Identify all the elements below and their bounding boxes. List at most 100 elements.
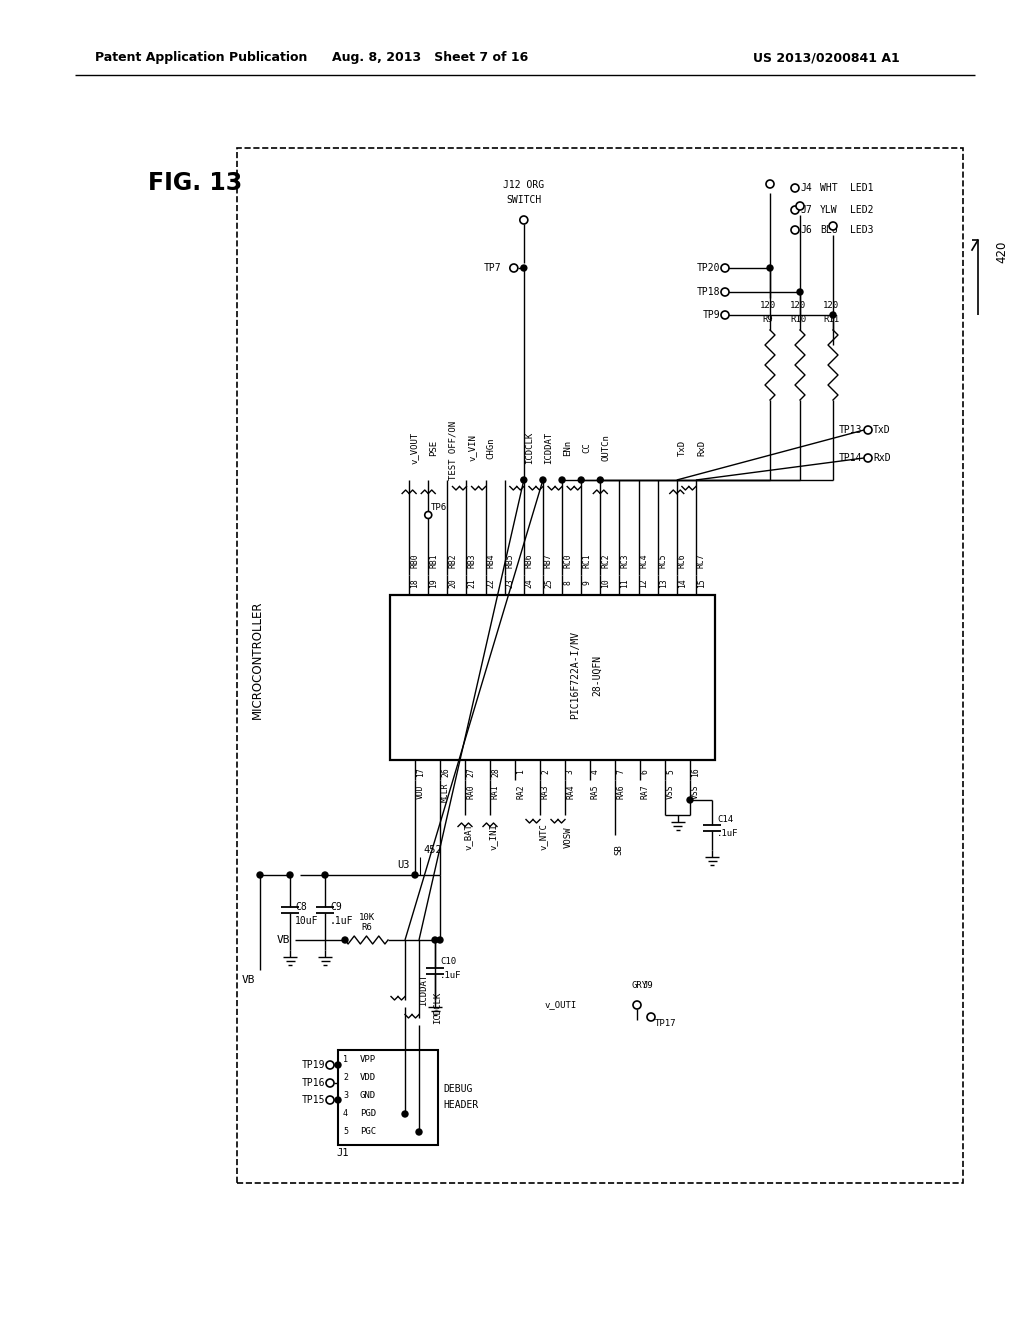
Text: CHGn: CHGn <box>486 437 496 459</box>
Text: 19: 19 <box>429 578 438 587</box>
Circle shape <box>412 873 418 878</box>
Circle shape <box>287 873 293 878</box>
Text: RB1: RB1 <box>429 553 438 569</box>
Text: R6: R6 <box>361 924 372 932</box>
Text: R10: R10 <box>790 315 806 325</box>
Text: ICDDAT: ICDDAT <box>544 432 553 465</box>
Text: 28-UQFN: 28-UQFN <box>592 655 602 696</box>
Text: RC1: RC1 <box>583 553 591 569</box>
Text: .1uF: .1uF <box>440 970 462 979</box>
Text: TP6: TP6 <box>431 503 447 512</box>
Text: 25: 25 <box>544 578 553 587</box>
Text: PSE: PSE <box>429 440 438 457</box>
Text: VSS: VSS <box>666 784 675 800</box>
Text: Patent Application Publication: Patent Application Publication <box>95 51 307 65</box>
Text: RA2: RA2 <box>516 784 525 800</box>
Text: YLW: YLW <box>820 205 838 215</box>
Text: 420: 420 <box>995 240 1008 263</box>
Circle shape <box>540 477 546 483</box>
Circle shape <box>335 1063 341 1068</box>
Circle shape <box>342 937 348 942</box>
Circle shape <box>432 937 438 942</box>
Text: RC0: RC0 <box>563 553 572 569</box>
Circle shape <box>402 1111 408 1117</box>
Circle shape <box>521 265 526 271</box>
Circle shape <box>425 511 432 519</box>
Text: ICDDAT: ICDDAT <box>419 974 428 1006</box>
Text: 120: 120 <box>823 301 839 310</box>
Circle shape <box>437 937 443 942</box>
Text: 26: 26 <box>441 767 450 777</box>
Text: 5: 5 <box>666 770 675 775</box>
Circle shape <box>864 426 872 434</box>
Circle shape <box>633 1001 641 1008</box>
Text: VDD: VDD <box>360 1073 376 1082</box>
Text: ENn: ENn <box>563 440 572 457</box>
Text: PGD: PGD <box>360 1110 376 1118</box>
Text: VDD: VDD <box>416 784 425 800</box>
Text: TP18: TP18 <box>696 286 720 297</box>
Text: DEBUG: DEBUG <box>443 1085 472 1094</box>
Circle shape <box>791 226 799 234</box>
Text: J4: J4 <box>800 183 812 193</box>
Circle shape <box>796 202 804 210</box>
Text: GND: GND <box>360 1092 376 1101</box>
Text: TP17: TP17 <box>655 1019 677 1027</box>
Circle shape <box>797 289 803 294</box>
Text: RA7: RA7 <box>641 784 650 800</box>
Text: C10: C10 <box>440 957 456 966</box>
Text: CC: CC <box>583 442 591 453</box>
Text: RC6: RC6 <box>678 553 687 569</box>
Text: SB: SB <box>614 845 623 855</box>
Text: SWITCH: SWITCH <box>506 195 542 205</box>
Circle shape <box>687 797 693 803</box>
Text: J7: J7 <box>800 205 812 215</box>
Circle shape <box>791 183 799 191</box>
Text: VPP: VPP <box>360 1056 376 1064</box>
Circle shape <box>520 216 527 224</box>
Text: GRY: GRY <box>632 981 648 990</box>
Text: 12: 12 <box>640 578 648 587</box>
Text: TEST OFF/ON: TEST OFF/ON <box>449 421 458 479</box>
Circle shape <box>647 1012 655 1020</box>
Text: J9: J9 <box>642 981 652 990</box>
Text: 120: 120 <box>790 301 806 310</box>
Text: 18: 18 <box>411 578 419 587</box>
Bar <box>390 595 715 760</box>
Circle shape <box>521 477 526 483</box>
Text: 16: 16 <box>691 767 700 777</box>
Text: 4: 4 <box>591 770 600 775</box>
Text: VOSW: VOSW <box>564 826 573 847</box>
Text: RA5: RA5 <box>591 784 600 800</box>
Text: 7: 7 <box>616 770 625 775</box>
Text: RB5: RB5 <box>506 553 515 569</box>
Circle shape <box>559 477 565 483</box>
Text: PGC: PGC <box>360 1127 376 1137</box>
Text: 13: 13 <box>658 578 668 587</box>
Circle shape <box>326 1078 334 1086</box>
Text: RC5: RC5 <box>658 553 668 569</box>
Text: RB7: RB7 <box>544 553 553 569</box>
Text: 17: 17 <box>416 767 425 777</box>
Text: RC3: RC3 <box>621 553 630 569</box>
Text: OUTCn: OUTCn <box>601 434 610 462</box>
Text: TP20: TP20 <box>696 263 720 273</box>
Text: TP9: TP9 <box>702 310 720 319</box>
Text: RB0: RB0 <box>411 553 419 569</box>
Circle shape <box>767 265 773 271</box>
Text: 11: 11 <box>621 578 630 587</box>
Circle shape <box>766 180 774 187</box>
Circle shape <box>721 264 729 272</box>
Text: RA6: RA6 <box>616 784 625 800</box>
Text: RB2: RB2 <box>449 553 458 569</box>
Text: WHT: WHT <box>820 183 838 193</box>
Text: TxD: TxD <box>678 440 687 457</box>
Text: 3: 3 <box>566 770 575 775</box>
Text: Aug. 8, 2013   Sheet 7 of 16: Aug. 8, 2013 Sheet 7 of 16 <box>332 51 528 65</box>
Text: BLU: BLU <box>820 224 838 235</box>
Text: LED1: LED1 <box>850 183 873 193</box>
Text: .1uF: .1uF <box>330 916 353 927</box>
Bar <box>237 148 963 1183</box>
Text: HEADER: HEADER <box>443 1101 478 1110</box>
Text: v_VOUT: v_VOUT <box>411 432 419 465</box>
